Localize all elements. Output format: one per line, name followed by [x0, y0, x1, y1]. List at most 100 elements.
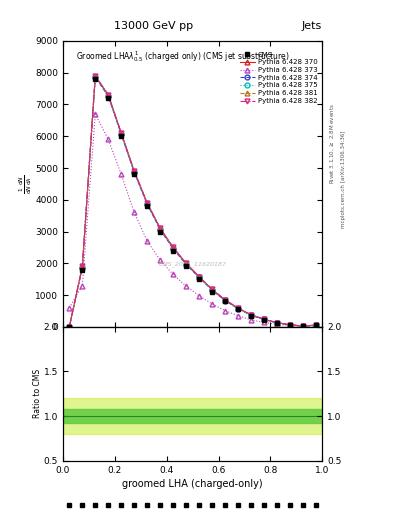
Pythia 6.428 382 [288, 322, 292, 328]
Pythia 6.428 381 [288, 322, 292, 328]
CMS [197, 276, 202, 282]
Pythia 6.428 374 [249, 312, 253, 318]
Pythia 6.428 382 [171, 244, 176, 250]
Pythia 6.428 374 [262, 316, 266, 323]
Pythia 6.428 375 [222, 297, 227, 304]
Pythia 6.428 381 [222, 297, 227, 303]
Pythia 6.428 374 [314, 322, 318, 328]
Pythia 6.428 374 [145, 201, 149, 207]
Pythia 6.428 374 [119, 131, 123, 137]
Pythia 6.428 373 [262, 319, 266, 326]
Pythia 6.428 375 [197, 274, 202, 280]
Pythia 6.428 382 [106, 92, 111, 98]
CMS [210, 289, 215, 295]
Pythia 6.428 373 [132, 209, 137, 216]
Pythia 6.428 382 [132, 168, 137, 174]
CMS [171, 247, 176, 253]
Pythia 6.428 381 [210, 286, 215, 292]
Pythia 6.428 375 [210, 287, 215, 293]
Pythia 6.428 381 [80, 263, 85, 269]
CMS [236, 306, 241, 312]
Pythia 6.428 382 [93, 73, 98, 79]
Pythia 6.428 381 [249, 312, 253, 318]
Pythia 6.428 373 [119, 172, 123, 178]
Pythia 6.428 374 [301, 323, 305, 329]
Pythia 6.428 381 [145, 200, 149, 206]
Pythia 6.428 374 [210, 287, 215, 293]
Pythia 6.428 374 [132, 169, 137, 176]
Legend: CMS, Pythia 6.428 370, Pythia 6.428 373, Pythia 6.428 374, Pythia 6.428 375, Pyt: CMS, Pythia 6.428 370, Pythia 6.428 373,… [238, 50, 319, 105]
Line: CMS: CMS [67, 77, 318, 329]
Pythia 6.428 375 [314, 322, 318, 328]
Pythia 6.428 370 [106, 92, 111, 98]
Pythia 6.428 374 [274, 319, 279, 326]
Bar [63, 398, 322, 434]
Pythia 6.428 370 [288, 322, 292, 328]
CMS [158, 228, 163, 234]
Pythia 6.428 375 [119, 131, 123, 137]
Pythia 6.428 381 [197, 273, 202, 280]
CMS [145, 203, 149, 209]
Pythia 6.428 370 [222, 297, 227, 303]
Pythia 6.428 375 [274, 319, 279, 326]
CMS [119, 133, 123, 139]
Pythia 6.428 381 [67, 324, 72, 330]
Pythia 6.428 381 [106, 92, 111, 98]
Pythia 6.428 382 [119, 130, 123, 136]
Pythia 6.428 382 [274, 319, 279, 326]
Pythia 6.428 373 [210, 301, 215, 307]
Pythia 6.428 382 [80, 263, 85, 269]
Pythia 6.428 381 [184, 260, 189, 266]
Pythia 6.428 381 [158, 225, 163, 231]
Pythia 6.428 370 [145, 200, 149, 206]
Pythia 6.428 382 [249, 312, 253, 318]
CMS [93, 76, 98, 82]
X-axis label: groomed LHA (charged-only): groomed LHA (charged-only) [122, 479, 263, 489]
Pythia 6.428 370 [158, 225, 163, 231]
Pythia 6.428 373 [106, 136, 111, 142]
Pythia 6.428 370 [67, 324, 72, 330]
Pythia 6.428 382 [210, 286, 215, 292]
Pythia 6.428 375 [132, 169, 137, 175]
Pythia 6.428 370 [262, 316, 266, 322]
Pythia 6.428 373 [80, 283, 85, 289]
CMS [80, 267, 85, 273]
Pythia 6.428 382 [145, 200, 149, 206]
CMS [184, 263, 189, 269]
Pythia 6.428 381 [314, 322, 318, 328]
CMS [106, 95, 111, 101]
Pythia 6.428 382 [184, 260, 189, 266]
CMS [314, 322, 318, 328]
CMS [288, 322, 292, 328]
Pythia 6.428 370 [80, 263, 85, 269]
Pythia 6.428 375 [249, 312, 253, 318]
Pythia 6.428 375 [301, 323, 305, 329]
Line: Pythia 6.428 375: Pythia 6.428 375 [67, 74, 318, 329]
Pythia 6.428 381 [262, 316, 266, 322]
Y-axis label: Ratio to CMS: Ratio to CMS [33, 369, 42, 418]
Pythia 6.428 375 [158, 226, 163, 232]
CMS [222, 298, 227, 305]
Pythia 6.428 373 [222, 308, 227, 314]
Line: Pythia 6.428 370: Pythia 6.428 370 [67, 73, 318, 329]
CMS [132, 172, 137, 178]
Pythia 6.428 381 [236, 305, 241, 311]
Pythia 6.428 382 [262, 316, 266, 322]
Pythia 6.428 373 [158, 257, 163, 263]
Pythia 6.428 373 [184, 283, 189, 289]
Pythia 6.428 375 [67, 324, 72, 330]
Pythia 6.428 370 [274, 319, 279, 326]
Pythia 6.428 382 [314, 322, 318, 328]
Pythia 6.428 375 [236, 306, 241, 312]
Line: Pythia 6.428 381: Pythia 6.428 381 [67, 73, 318, 329]
Bar [63, 409, 322, 423]
Pythia 6.428 370 [184, 260, 189, 266]
Pythia 6.428 381 [171, 244, 176, 250]
Pythia 6.428 381 [93, 73, 98, 79]
Pythia 6.428 374 [106, 93, 111, 99]
Pythia 6.428 370 [314, 322, 318, 328]
Pythia 6.428 374 [93, 74, 98, 80]
Pythia 6.428 381 [301, 323, 305, 329]
Text: Rivet 3.1.10, $\geq$ 2.8M events: Rivet 3.1.10, $\geq$ 2.8M events [328, 103, 336, 184]
Text: 13000 GeV pp: 13000 GeV pp [114, 20, 193, 31]
